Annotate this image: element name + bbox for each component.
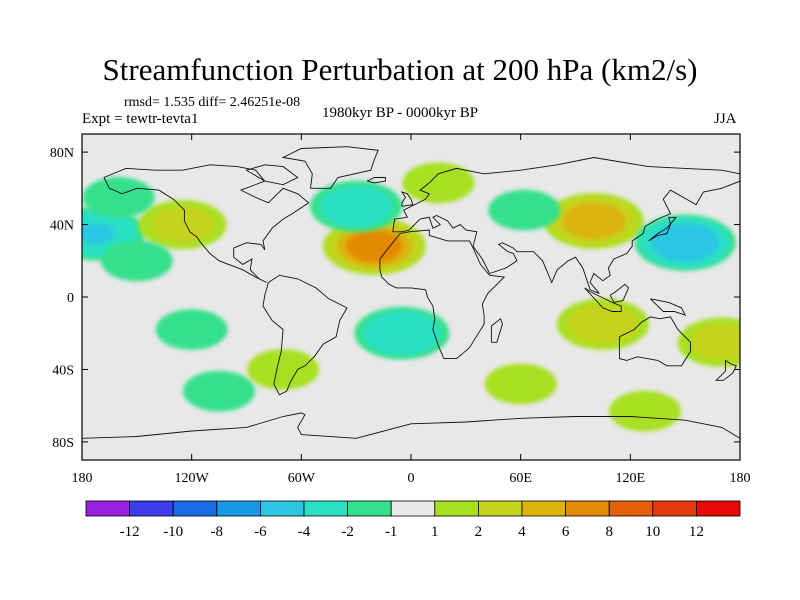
contour-core (575, 210, 612, 232)
contour-core (173, 319, 210, 341)
x-tick-label: 120E (616, 471, 646, 486)
coastline-australia (618, 316, 692, 367)
coastline-greenland (281, 146, 379, 189)
contour-core (502, 373, 539, 395)
coastline-uk (400, 191, 414, 207)
anomaly-south-indian-high (484, 363, 557, 405)
colorbar-label: 4 (518, 524, 526, 540)
anomaly-south-pacific-low (155, 309, 228, 350)
anomaly-australia-high (556, 298, 649, 350)
contour-core (420, 172, 457, 194)
contour-core (82, 223, 115, 245)
colorbar-label: -6 (254, 524, 267, 540)
y-tick-label: 0 (67, 291, 74, 306)
colorbar-swatch (172, 500, 218, 517)
y-tick-label: 80N (50, 146, 74, 161)
colorbar-swatch (696, 500, 741, 517)
anomaly-subpolar-atlantic-high (402, 162, 475, 204)
contour-core (200, 380, 238, 402)
colorbar-label: -8 (211, 524, 224, 540)
colorbar-swatch (303, 500, 348, 517)
colorbar-swatch (259, 500, 305, 517)
x-tick-label: 180 (72, 471, 93, 486)
contour-core (703, 331, 740, 353)
colorbar-label: 8 (605, 524, 613, 540)
y-tick-label: 40S (52, 363, 74, 378)
chart-title: Streamfunction Perturbation at 200 hPa (… (102, 52, 698, 87)
coastline-south-america (262, 274, 348, 396)
colorbar-label: -10 (163, 524, 183, 540)
contour-core (584, 313, 622, 335)
colorbar-swatch (652, 500, 697, 517)
y-tick-label: 80S (52, 436, 74, 451)
colorbar-swatch (521, 500, 566, 517)
colorbar-swatch (565, 500, 610, 517)
colorbar-swatch (129, 500, 174, 517)
coastline-antarctica (82, 412, 740, 439)
anomaly-west-pacific-low (634, 214, 736, 271)
coastline-iceland (366, 177, 386, 184)
contour-core (666, 232, 704, 254)
contour-core (264, 358, 302, 380)
colorbar-swatch (216, 500, 261, 517)
anomaly-south-pacific-west-high (677, 317, 740, 367)
anomaly-north-america-high (138, 199, 227, 250)
colorbar-label: 12 (689, 524, 704, 540)
axes: 180 120W 60W 0 60E 120E 180 80N 40N 0 40S 80S (50, 134, 751, 486)
colorbar-label: -12 (120, 524, 140, 540)
x-tick-label: 60W (288, 471, 316, 486)
colorbar-swatch (85, 500, 130, 517)
coastline-new-zealand (715, 360, 737, 381)
contour-core (337, 195, 375, 217)
colorbar-label: -2 (341, 524, 354, 540)
coastline-new-guinea (650, 298, 687, 316)
coastline-africa (379, 229, 506, 360)
coastline-borneo (609, 283, 630, 303)
anomaly-east-pacific-low (100, 240, 173, 282)
stats-label: rmsd= 1.535 diff= 2.46251e-08 (124, 95, 301, 110)
coastline-japan (648, 216, 677, 242)
colorbar-label: 6 (562, 524, 570, 540)
colorbar-swatch (477, 500, 523, 517)
x-tick-label: 60E (509, 471, 532, 486)
anomaly-north-pacific-ring (82, 177, 155, 218)
experiment-label: Expt = tewtr-tevta1 (82, 111, 199, 127)
contour-core (356, 235, 393, 257)
colorbar-swatch (347, 500, 392, 517)
anomaly-central-asia-high (543, 193, 644, 249)
contour-core (164, 214, 201, 236)
coastlines (82, 146, 740, 439)
season-label: JJA (714, 111, 737, 127)
contour-core (383, 322, 421, 344)
coastline-baffin (245, 164, 299, 186)
x-tick-label: 0 (408, 471, 415, 486)
contour-core (118, 250, 156, 272)
colorbar-label: 10 (645, 524, 660, 540)
anomaly-central-asia-low (488, 189, 561, 231)
colorbar-label: 1 (431, 524, 439, 540)
anomaly-patagonia-high (247, 349, 320, 390)
coastline-indonesia (584, 287, 622, 312)
colorbar-swatch (390, 500, 436, 517)
anomaly-north-atlantic-low (310, 180, 403, 233)
anomaly-south-atlantic-low (354, 306, 450, 360)
anomaly-antarctic-high (608, 390, 681, 432)
colorbar-label: -4 (298, 524, 311, 540)
y-tick-label: 40N (50, 219, 74, 234)
colorbar-label: 2 (475, 524, 483, 540)
colorbar: -12 -10 -8 -6 -4 -2 -1 1 2 4 6 8 10 12 (85, 500, 741, 540)
x-tick-label: 120W (175, 471, 210, 486)
colorbar-swatch (434, 500, 479, 517)
contour-core (626, 400, 664, 422)
anomaly-southern-ocean-low (183, 370, 256, 412)
coastline-madagascar (490, 317, 503, 343)
contour-core (506, 199, 543, 221)
coastline-eurasia (392, 157, 740, 294)
colorbar-label: -1 (385, 524, 398, 540)
x-tick-label: 180 (730, 471, 751, 486)
period-label: 1980kyr BP - 0000kyr BP (322, 105, 479, 121)
colorbar-swatch (608, 500, 654, 517)
